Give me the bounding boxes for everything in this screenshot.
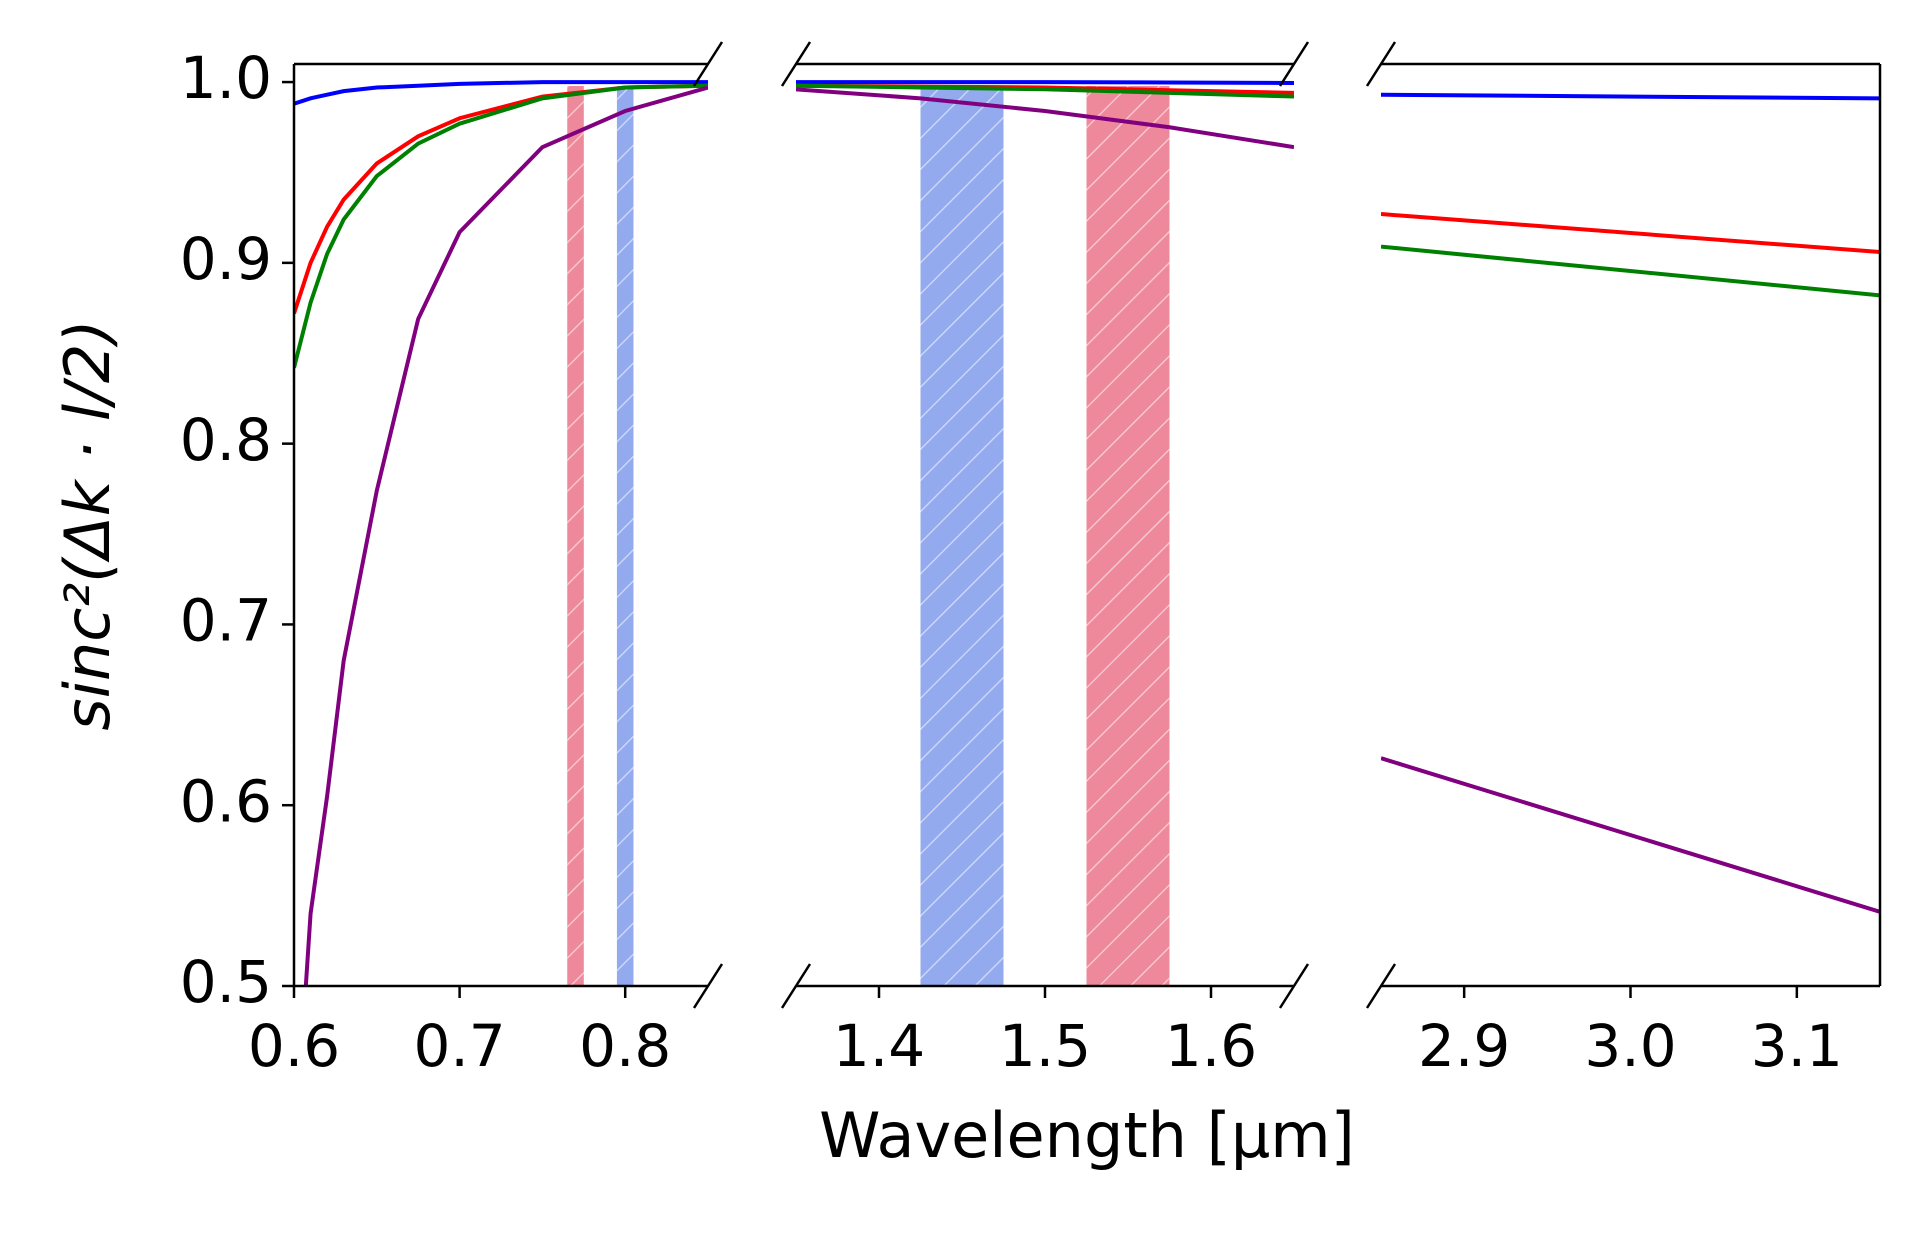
y-tick-label: 0.8 <box>180 406 272 474</box>
y-axis-label: sinc²(Δk · l/2) <box>51 319 124 730</box>
line <box>796 80 1294 85</box>
panel <box>1381 92 1880 914</box>
panel <box>294 80 708 986</box>
x-tick-label: 0.7 <box>413 1012 505 1080</box>
line <box>1381 756 1880 914</box>
break-mark <box>780 41 812 87</box>
panel <box>796 80 1294 986</box>
line <box>796 83 1294 99</box>
x-tick-label: 2.9 <box>1418 1012 1510 1080</box>
band-hatch <box>567 86 584 986</box>
x-tick-label: 1.4 <box>833 1012 925 1080</box>
x-tick-label: 3.0 <box>1584 1012 1676 1080</box>
y-tick-label: 0.7 <box>180 587 272 655</box>
break-mark <box>1365 41 1397 87</box>
y-tick-label: 1.0 <box>180 44 272 112</box>
line <box>303 85 708 986</box>
x-axis-label: Wavelength [μm] <box>819 1099 1355 1172</box>
band-hatch <box>616 86 634 986</box>
line <box>1381 244 1880 298</box>
line <box>1381 212 1880 255</box>
x-tick-label: 3.1 <box>1751 1012 1843 1080</box>
break-mark <box>1365 963 1397 1009</box>
y-tick-label: 0.6 <box>180 767 272 835</box>
line <box>796 87 1294 150</box>
y-tick-label: 0.9 <box>180 225 272 293</box>
x-tick-label: 0.6 <box>248 1012 340 1080</box>
break-mark <box>692 41 724 87</box>
x-tick-label: 1.5 <box>999 1012 1091 1080</box>
break-mark <box>780 963 812 1009</box>
line <box>1381 92 1880 101</box>
break-mark <box>1278 963 1310 1009</box>
line <box>294 83 708 315</box>
band-hatch <box>1086 86 1170 986</box>
break-mark <box>1278 41 1310 87</box>
x-tick-label: 1.6 <box>1165 1012 1257 1080</box>
band-hatch <box>920 86 1004 986</box>
y-tick-label: 0.5 <box>180 948 272 1016</box>
line <box>294 83 708 369</box>
x-tick-label: 0.8 <box>579 1012 671 1080</box>
break-mark <box>692 963 724 1009</box>
line <box>294 80 708 106</box>
